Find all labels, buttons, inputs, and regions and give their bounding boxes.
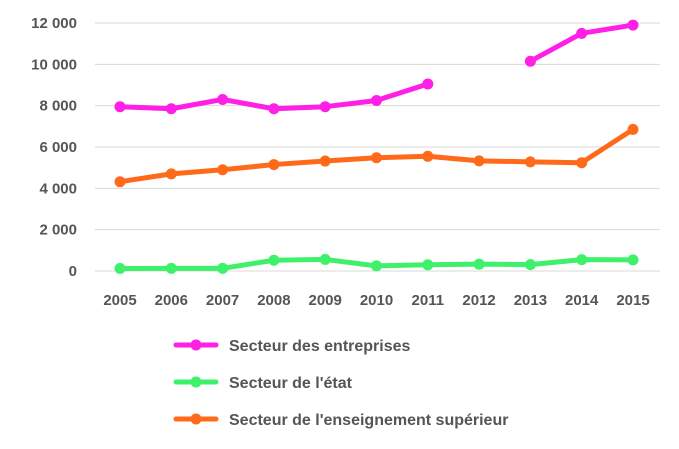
data-point bbox=[319, 253, 331, 265]
data-point bbox=[165, 262, 177, 274]
legend: Secteur des entreprises Secteur de l'état… bbox=[173, 338, 508, 429]
data-point bbox=[524, 259, 536, 271]
x-tick-label: 2012 bbox=[462, 292, 495, 309]
x-tick-label: 2007 bbox=[206, 292, 239, 309]
x-tick-label: 2010 bbox=[360, 292, 393, 309]
x-tick-label: 2008 bbox=[257, 292, 290, 309]
data-point bbox=[114, 176, 126, 188]
y-tick-label: 0 bbox=[69, 263, 77, 280]
data-point bbox=[319, 155, 331, 167]
x-tick-label: 2011 bbox=[412, 292, 445, 309]
x-tick-label: 2014 bbox=[565, 292, 599, 309]
legend-item-0: Secteur des entreprises bbox=[173, 338, 411, 355]
data-point bbox=[114, 101, 126, 113]
data-point bbox=[371, 95, 382, 106]
legend-label: Secteur de l'état bbox=[229, 375, 353, 392]
legend-label: Secteur des entreprises bbox=[229, 338, 411, 355]
y-tick-label: 4 000 bbox=[39, 180, 77, 197]
data-point bbox=[371, 152, 382, 164]
data-point bbox=[217, 164, 229, 176]
y-tick-label: 6 000 bbox=[39, 139, 77, 156]
data-point bbox=[473, 155, 485, 167]
gridlines bbox=[95, 22, 660, 272]
legend-marker bbox=[190, 376, 202, 388]
x-axis-tick-labels: 2005 2006 2007 2008 2009 2010 2011 2012 2013 2014… bbox=[103, 292, 649, 309]
y-tick-label: 2 000 bbox=[39, 222, 77, 239]
data-point bbox=[473, 258, 485, 270]
legend-item-1: Secteur de l'état bbox=[173, 375, 353, 392]
data-point bbox=[371, 260, 382, 272]
series-lines bbox=[114, 19, 639, 275]
y-tick-label: 12 000 bbox=[31, 15, 77, 32]
data-point bbox=[576, 254, 588, 266]
y-axis-tick-labels: 0 2 000 4 000 6 000 8 000 10 000 12 000 bbox=[31, 15, 77, 280]
data-point bbox=[217, 93, 229, 105]
data-point bbox=[524, 156, 536, 168]
x-tick-label: 2013 bbox=[514, 292, 547, 309]
data-point bbox=[422, 259, 434, 271]
data-point bbox=[165, 168, 177, 180]
x-tick-label: 2006 bbox=[155, 292, 188, 309]
series-0 bbox=[114, 19, 639, 115]
data-point bbox=[627, 123, 639, 135]
y-tick-label: 10 000 bbox=[31, 56, 77, 73]
data-point bbox=[576, 27, 588, 39]
series-2 bbox=[114, 123, 639, 188]
data-point bbox=[319, 101, 331, 113]
data-point bbox=[217, 262, 229, 274]
legend-item-2: Secteur de l'enseignement supérieur bbox=[173, 412, 508, 429]
data-point bbox=[576, 157, 588, 169]
x-tick-label: 2015 bbox=[616, 292, 649, 309]
data-point bbox=[165, 103, 177, 115]
data-point bbox=[268, 103, 280, 115]
series-1 bbox=[114, 253, 639, 275]
data-point bbox=[114, 263, 126, 275]
data-point bbox=[627, 19, 639, 31]
data-point bbox=[268, 254, 280, 266]
data-point bbox=[422, 78, 434, 90]
legend-label: Secteur de l'enseignement supérieur bbox=[229, 412, 508, 429]
legend-marker bbox=[190, 339, 202, 351]
data-point bbox=[268, 159, 280, 171]
y-tick-label: 8 000 bbox=[39, 98, 77, 115]
x-tick-label: 2009 bbox=[309, 292, 342, 309]
data-point bbox=[627, 254, 639, 266]
legend-marker bbox=[190, 413, 202, 425]
data-point bbox=[524, 55, 536, 67]
data-point bbox=[422, 150, 434, 162]
x-tick-label: 2005 bbox=[103, 292, 136, 309]
